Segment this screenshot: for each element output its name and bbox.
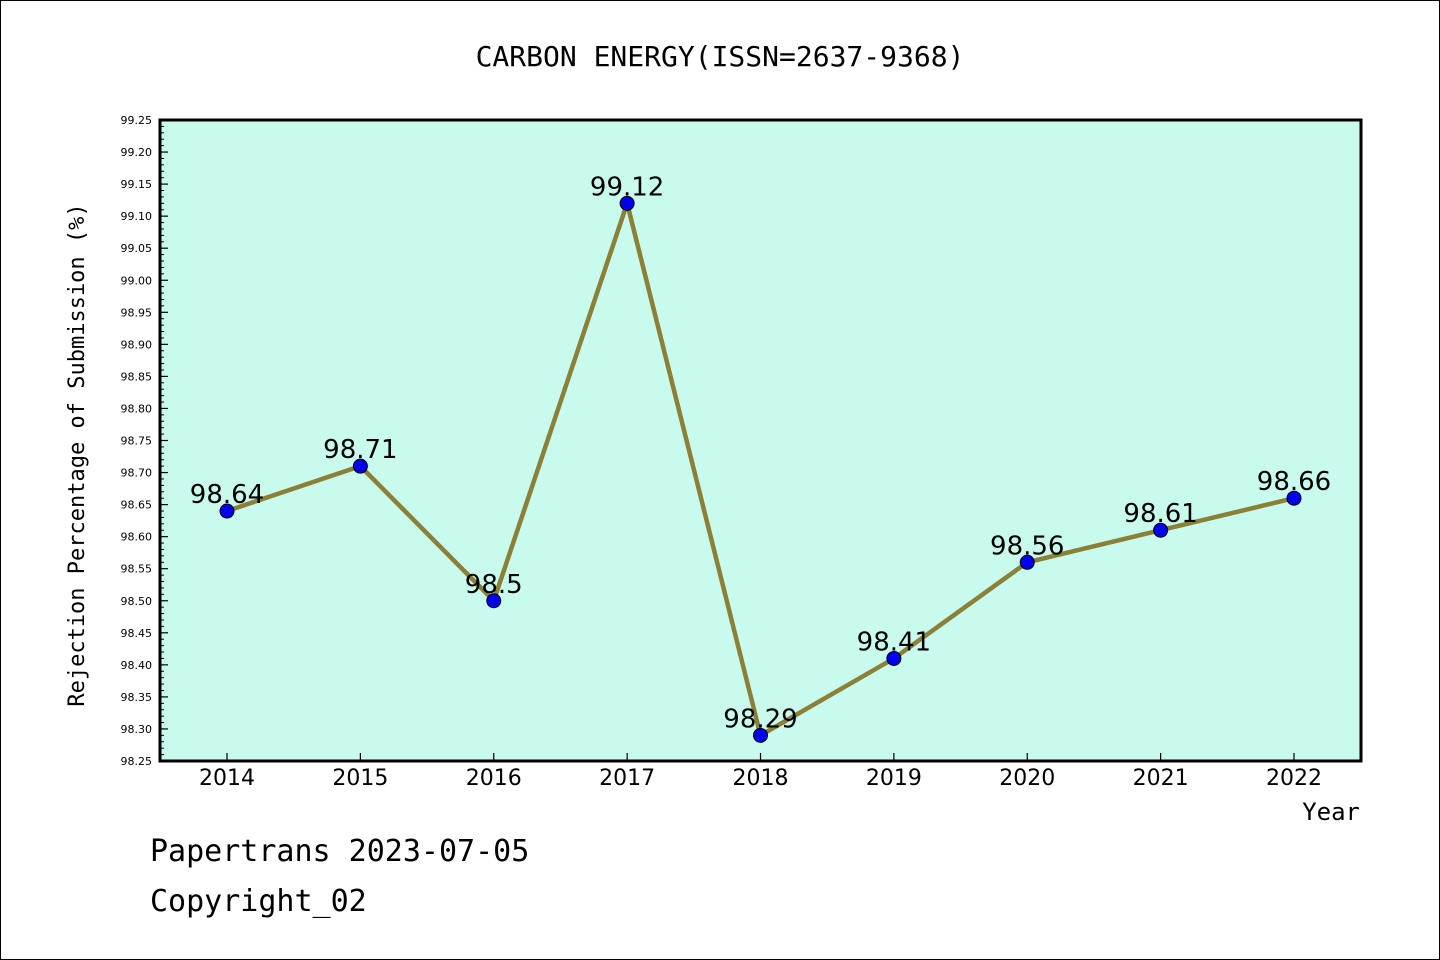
y-axis: 98.25 98.30 98.35 98.40 98.45 98.50 98.55 98.60… bbox=[121, 114, 168, 768]
y-tick-label: 98.90 bbox=[121, 338, 153, 351]
y-tick-label: 98.25 bbox=[121, 755, 153, 768]
data-point bbox=[1153, 522, 1169, 538]
x-tick-label: 2018 bbox=[733, 766, 789, 791]
y-tick-label: 98.50 bbox=[121, 595, 153, 608]
y-tick-label: 98.80 bbox=[121, 402, 153, 415]
data-point bbox=[619, 195, 635, 211]
y-tick-label: 98.45 bbox=[121, 627, 153, 640]
data-label: 98.66 bbox=[1257, 467, 1331, 497]
y-tick-label: 98.65 bbox=[121, 499, 153, 512]
x-tick-label: 2015 bbox=[332, 766, 388, 791]
y-tick-label: 99.05 bbox=[121, 242, 153, 255]
data-point bbox=[219, 503, 235, 519]
y-tick-label: 98.55 bbox=[121, 563, 153, 576]
y-tick-label: 98.60 bbox=[121, 531, 153, 544]
x-tick-label: 2020 bbox=[999, 766, 1055, 791]
y-tick-label: 99.20 bbox=[121, 146, 153, 159]
y-tick-label: 98.95 bbox=[121, 306, 153, 319]
data-label: 98.71 bbox=[323, 435, 397, 465]
data-point bbox=[753, 727, 768, 743]
y-tick-label: 98.35 bbox=[121, 691, 153, 704]
data-label: 98.41 bbox=[857, 627, 931, 657]
data-label: 98.61 bbox=[1123, 499, 1197, 529]
x-tick-label: 2017 bbox=[599, 766, 655, 791]
y-tick-label: 99.25 bbox=[121, 114, 153, 127]
y-tick-label: 98.70 bbox=[121, 467, 153, 480]
data-labels: 98.64 98.71 98.5 99.12 98.29 98.41 98.56 98.61 9… bbox=[190, 172, 1331, 734]
plot-area bbox=[158, 118, 1363, 763]
y-tick-label: 99.00 bbox=[121, 274, 153, 287]
y-axis-label: Rejection Percentage of Submission (%) bbox=[65, 203, 90, 706]
x-tick-label: 2014 bbox=[199, 766, 255, 791]
x-tick-label: 2022 bbox=[1266, 766, 1322, 791]
x-tick-label: 2021 bbox=[1133, 766, 1189, 791]
footer-copyright: Copyright_02 bbox=[150, 884, 367, 919]
y-tick-label: 98.85 bbox=[121, 370, 153, 383]
x-tick-label: 2019 bbox=[866, 766, 922, 791]
y-tick-label: 98.30 bbox=[121, 723, 153, 736]
data-label: 98.56 bbox=[990, 531, 1064, 561]
data-point bbox=[486, 593, 502, 609]
y-tick-label: 98.75 bbox=[121, 435, 153, 448]
data-label: 98.29 bbox=[723, 704, 797, 734]
data-label: 98.5 bbox=[465, 570, 523, 600]
y-tick-label: 98.40 bbox=[121, 659, 153, 672]
y-tick-label: 99.10 bbox=[121, 210, 153, 223]
data-point bbox=[1286, 490, 1302, 506]
data-point bbox=[1019, 554, 1035, 570]
chart-title: CARBON ENERGY(ISSN=2637-9368) bbox=[476, 40, 965, 73]
x-tick-label: 2016 bbox=[466, 766, 522, 791]
x-axis: 2014 2015 2016 2017 2018 2019 2020 2021 2022 bbox=[199, 753, 1322, 791]
data-label: 99.12 bbox=[590, 172, 664, 202]
x-axis-label: Year bbox=[1302, 798, 1360, 826]
data-point bbox=[352, 458, 368, 474]
data-points bbox=[219, 195, 1302, 743]
data-label: 98.64 bbox=[190, 480, 264, 510]
data-point bbox=[886, 650, 902, 666]
y-tick-label: 99.15 bbox=[121, 178, 153, 191]
footer-date: Papertrans 2023-07-05 bbox=[150, 834, 530, 869]
